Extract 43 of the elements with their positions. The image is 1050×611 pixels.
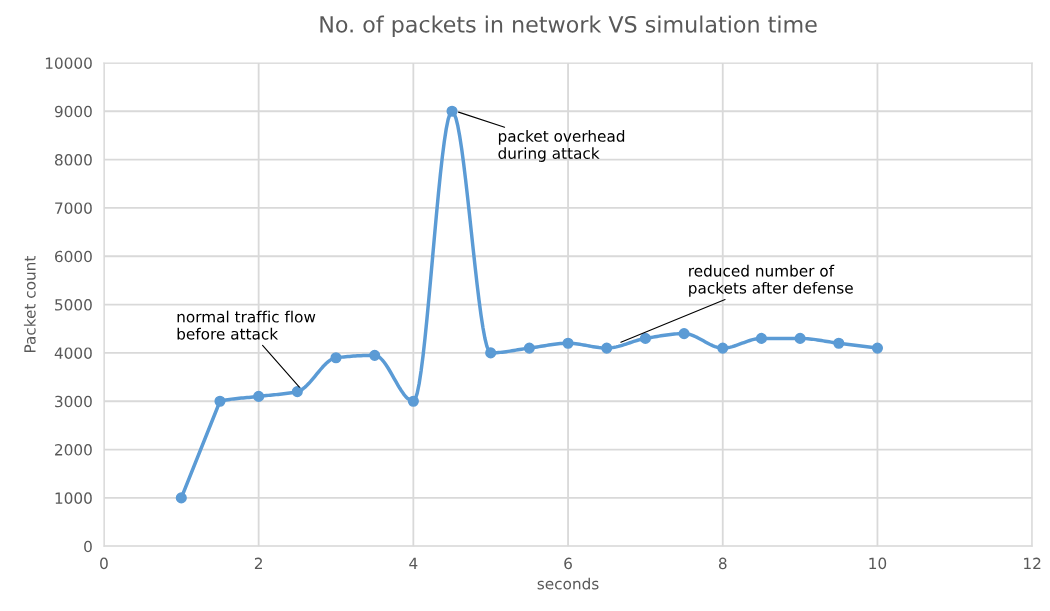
- x-tick-label: 6: [564, 557, 572, 570]
- y-tick-label: 1000: [55, 492, 92, 504]
- point: [330, 352, 342, 364]
- point: [601, 342, 613, 354]
- point: [175, 492, 187, 504]
- y-tick-label: 2000: [55, 444, 92, 456]
- point: [446, 105, 458, 117]
- annotation: normal traffic flow before attack: [177, 310, 316, 340]
- point: [678, 328, 690, 340]
- point: [485, 347, 497, 359]
- point: [562, 337, 574, 349]
- y-tick-label: 6000: [55, 250, 92, 263]
- point: [717, 342, 729, 354]
- point: [794, 332, 806, 344]
- point: [833, 337, 845, 349]
- y-tick-label: 8000: [54, 154, 92, 166]
- point: [755, 332, 767, 344]
- point: [639, 332, 651, 344]
- point: [214, 395, 226, 407]
- annotation: reduced number of packets after defense: [689, 264, 853, 297]
- y-tick-label: 5000: [55, 299, 92, 311]
- y-tick-label: 0: [84, 540, 92, 553]
- point: [523, 342, 535, 354]
- point: [871, 342, 884, 354]
- point: [253, 390, 265, 402]
- x-axis-title: seconds: [537, 577, 599, 590]
- x-tick-label: 0: [100, 557, 108, 570]
- point: [369, 349, 381, 361]
- y-tick-label: 4000: [54, 347, 92, 359]
- point: [291, 386, 303, 398]
- y-axis-title: Packet count: [23, 255, 36, 353]
- y-tick-label: 10000: [45, 57, 92, 69]
- chart-title: No. of packets in network VS simulation time: [320, 15, 817, 37]
- y-tick-label: 3000: [55, 395, 92, 408]
- x-tick-label: 4: [409, 557, 418, 569]
- x-tick-label: 8: [718, 557, 727, 570]
- x-tick-label: 12: [1024, 557, 1041, 569]
- x-tick-label: 10: [869, 557, 887, 570]
- point: [407, 395, 419, 407]
- y-tick-label: 7000: [55, 202, 92, 214]
- y-tick-label: 9000: [54, 105, 92, 118]
- annotation: packet overhead during attack: [498, 130, 625, 162]
- x-tick-label: 2: [254, 557, 262, 569]
